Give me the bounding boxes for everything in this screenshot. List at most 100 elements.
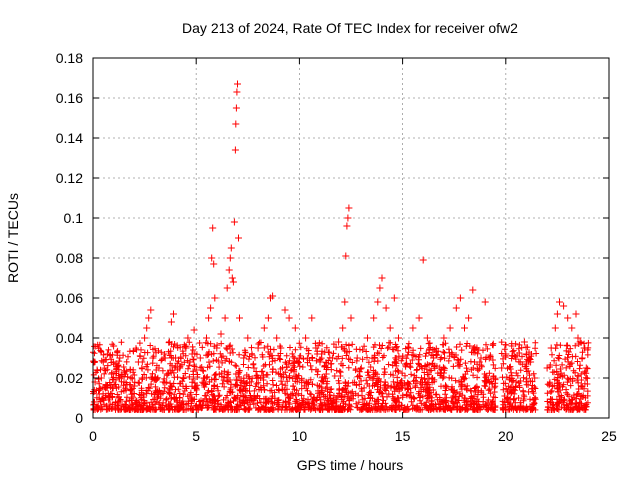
data-point — [519, 353, 525, 360]
data-point — [441, 355, 448, 362]
data-point — [570, 392, 577, 399]
data-point — [335, 338, 343, 346]
data-point — [107, 390, 114, 397]
data-point — [425, 407, 432, 413]
data-point — [167, 367, 174, 374]
data-point — [351, 379, 358, 386]
data-point — [279, 381, 286, 388]
data-point — [321, 363, 328, 370]
data-point — [204, 364, 211, 371]
data-point — [119, 373, 126, 380]
data-point — [316, 358, 324, 366]
data-point — [290, 383, 297, 389]
data-point — [252, 354, 258, 361]
data-point — [141, 334, 149, 342]
data-point — [544, 381, 551, 388]
data-point — [409, 402, 416, 409]
data-point — [248, 396, 255, 403]
data-point — [245, 364, 252, 371]
data-point — [336, 406, 343, 413]
data-point — [553, 310, 561, 318]
data-point — [108, 370, 116, 378]
data-point — [543, 364, 551, 372]
data-point — [287, 344, 293, 351]
data-point — [299, 364, 306, 370]
data-point — [567, 345, 574, 352]
data-point — [409, 324, 417, 332]
data-point — [113, 365, 120, 372]
data-point — [578, 400, 585, 407]
data-point — [219, 359, 226, 366]
data-point — [561, 405, 568, 412]
data-point — [445, 405, 452, 412]
data-point — [421, 384, 428, 390]
data-point — [205, 387, 212, 394]
data-point — [269, 358, 276, 365]
data-point — [263, 399, 269, 406]
data-point — [111, 381, 118, 388]
data-point — [289, 350, 296, 357]
data-point — [224, 378, 230, 385]
data-point — [467, 387, 474, 394]
data-point — [566, 393, 572, 400]
data-point — [283, 352, 290, 359]
data-point — [486, 386, 493, 393]
data-point — [276, 387, 283, 394]
data-point — [293, 407, 300, 413]
data-point — [223, 345, 230, 351]
data-point — [114, 362, 122, 370]
x-tick-label: 10 — [292, 428, 308, 444]
data-point — [508, 369, 515, 376]
data-point — [483, 406, 490, 412]
data-point — [405, 344, 413, 352]
data-point — [508, 389, 515, 396]
data-point — [210, 350, 217, 357]
data-point — [314, 394, 321, 401]
data-point — [184, 334, 192, 342]
data-point — [148, 381, 155, 388]
data-point — [544, 398, 551, 405]
data-point — [282, 359, 289, 366]
data-point — [248, 344, 255, 351]
data-point — [333, 398, 340, 405]
data-point — [177, 405, 184, 412]
data-point — [522, 405, 528, 412]
data-point — [392, 407, 399, 413]
data-point — [578, 354, 586, 362]
data-point — [133, 398, 140, 405]
data-point — [485, 387, 492, 394]
data-point — [279, 386, 286, 393]
data-point — [584, 375, 591, 382]
data-point — [352, 390, 359, 397]
data-point — [230, 218, 238, 226]
data-point — [335, 377, 342, 384]
data-point — [122, 386, 130, 394]
data-point — [458, 383, 464, 390]
data-point — [190, 407, 197, 413]
data-point — [167, 318, 175, 326]
data-point — [158, 349, 165, 356]
data-point — [190, 368, 197, 375]
data-point — [287, 367, 294, 374]
data-point — [140, 355, 147, 362]
data-point — [390, 372, 397, 379]
data-point — [191, 362, 198, 369]
data-point — [97, 347, 104, 354]
data-point — [233, 363, 240, 370]
y-tick-label: 0.14 — [56, 130, 83, 146]
data-point — [501, 393, 508, 399]
data-point — [413, 380, 420, 387]
data-point — [409, 357, 416, 363]
data-point — [241, 392, 248, 399]
data-point — [324, 397, 331, 404]
data-points — [91, 80, 590, 406]
data-point — [208, 254, 216, 262]
data-point — [319, 378, 326, 385]
data-point — [581, 380, 588, 387]
data-point — [343, 341, 350, 348]
data-point — [416, 361, 422, 368]
data-point — [139, 407, 145, 413]
data-point — [273, 382, 280, 389]
data-point — [563, 347, 570, 354]
data-point — [353, 400, 360, 407]
